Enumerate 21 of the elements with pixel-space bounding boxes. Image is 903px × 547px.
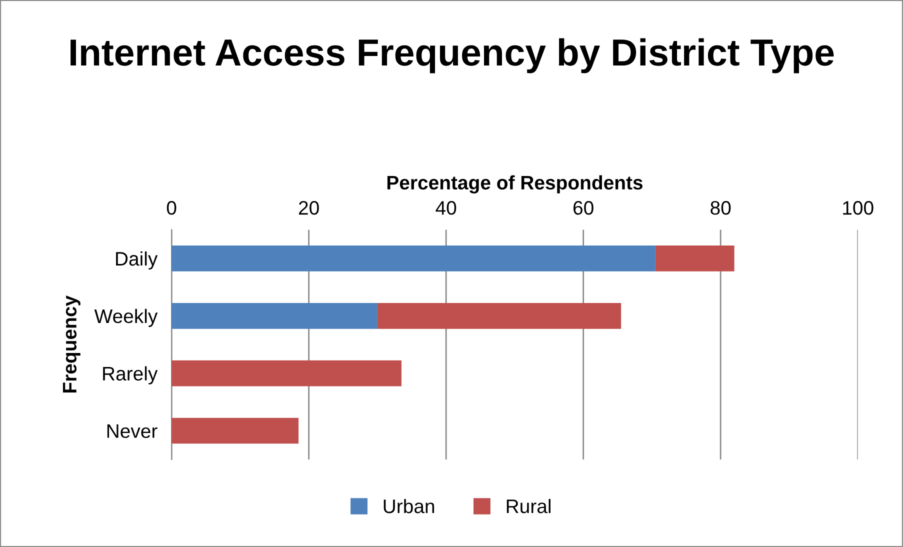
- x-tick-label: 40: [436, 201, 456, 215]
- y-tick-label: Weekly: [94, 308, 158, 327]
- bar: [377, 302, 622, 329]
- bar: [655, 246, 734, 272]
- x-tick-label: 80: [710, 201, 731, 215]
- bar: [172, 418, 299, 444]
- x-tick-label: 60: [574, 201, 594, 215]
- legend-label: Urban: [384, 498, 434, 514]
- chart-title: Internet Access Frequency by District Type: [70, 38, 834, 74]
- x-tick-label: 0: [166, 201, 176, 215]
- y-tick-label: Never: [107, 424, 158, 438]
- y-tick-label: Daily: [116, 251, 158, 270]
- bar: [172, 302, 378, 329]
- x-tick-label: 100: [843, 201, 874, 215]
- y-axis-title: Frequency: [62, 296, 80, 392]
- y-tick-label: Rarely: [103, 366, 158, 384]
- x-tick-label: 20: [298, 201, 319, 215]
- bar: [172, 360, 402, 386]
- x-axis-title: Percentage of Respondents: [387, 175, 642, 194]
- bar: [172, 246, 656, 272]
- legend-label: Rural: [506, 498, 550, 514]
